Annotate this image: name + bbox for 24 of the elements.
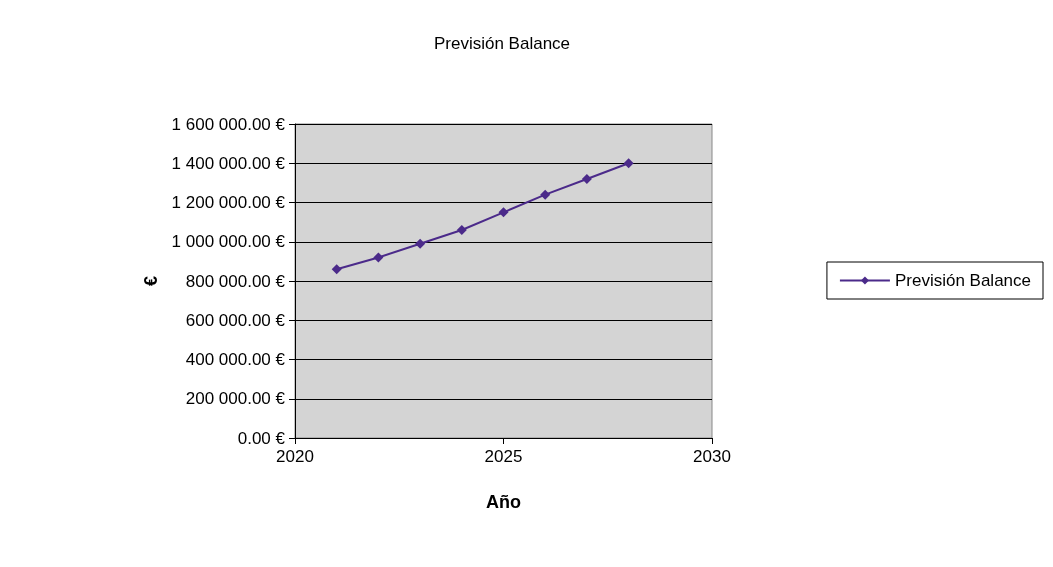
legend-label: Previsión Balance: [894, 271, 1031, 290]
y-tick-label: 1 200 000.00 €: [171, 193, 286, 212]
point: [540, 189, 551, 200]
y-tick-label: 0.00 €: [237, 428, 286, 448]
point: [415, 238, 426, 249]
point: [373, 252, 384, 263]
point: [456, 224, 467, 235]
chart-title: Previsión Balance: [433, 34, 571, 53]
y-tick-label: 200 000.00 €: [185, 389, 286, 409]
y-axis-title: €: [141, 275, 161, 287]
point: [623, 158, 634, 169]
x-tick-label: 2025: [484, 447, 523, 466]
y-tick-label: 1 600 000.00 €: [171, 114, 286, 134]
y-tick-label: 600 000.00 €: [185, 310, 286, 330]
point: [581, 173, 592, 184]
y-tick-label: 1 000 000.00 €: [171, 232, 286, 252]
x-tick-label: 2030: [693, 447, 731, 466]
y-tick-label: 800 000.00 €: [185, 271, 286, 291]
x-tick-label: 2020: [276, 447, 314, 466]
point: [331, 264, 342, 275]
point: [498, 207, 509, 218]
x-axis-title: Año: [486, 492, 521, 512]
y-tick-label: 1 400 000.00 €: [171, 153, 286, 173]
y-tick-label: 400 000.00 €: [185, 350, 286, 369]
